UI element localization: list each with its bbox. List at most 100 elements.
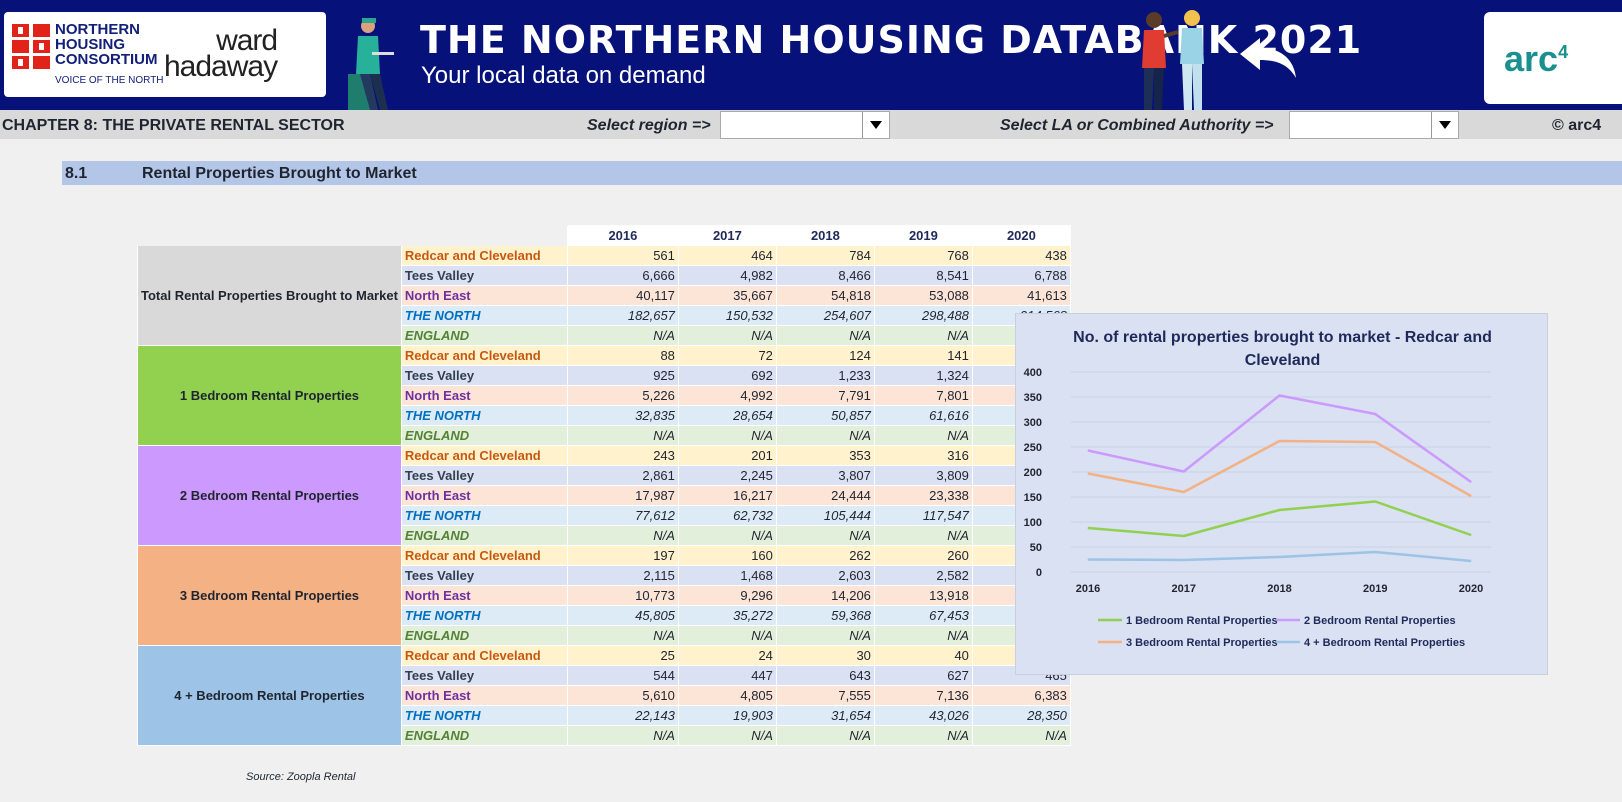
value-cell: 3,809 <box>873 465 973 486</box>
value-cell: N/A <box>873 525 973 546</box>
value-cell: N/A <box>677 625 777 646</box>
line-chart: No. of rental properties brought to mark… <box>1015 313 1548 675</box>
value-cell: N/A <box>566 725 679 746</box>
value-cell: 2,245 <box>677 465 777 486</box>
chevron-down-icon <box>870 121 882 129</box>
value-cell: 5,226 <box>566 385 679 406</box>
value-cell: 22,143 <box>566 705 679 726</box>
data-point <box>1374 413 1376 415</box>
data-point <box>1470 534 1472 536</box>
y-tick-label: 400 <box>1024 367 1042 379</box>
banner-subtitle: Your local data on demand <box>421 62 706 89</box>
section-title: Rental Properties Brought to Market <box>142 165 417 182</box>
source-note: Source: Zoopla Rental <box>246 771 356 783</box>
copyright: © arc4 <box>1552 117 1602 134</box>
table-row: 1 Bedroom Rental Properties Redcar and Cl… <box>137 345 1071 446</box>
group-label: 1 Bedroom Rental Properties <box>137 345 402 446</box>
chevron-down-icon <box>1439 121 1451 129</box>
value-cell: 40,117 <box>566 285 679 306</box>
nhc-logo-text: NORTHERN HOUSING CONSORTIUM <box>55 21 158 68</box>
area-label: THE NORTH <box>400 405 568 426</box>
series-line <box>1087 500 1472 538</box>
y-tick-label: 150 <box>1024 492 1042 504</box>
series-line <box>1087 394 1472 484</box>
value-cell: 784 <box>775 245 875 266</box>
table-row: THE NORTH 22,143 19,903 31,654 43,026 28,350 <box>138 705 1071 726</box>
la-dropdown-button[interactable] <box>1431 112 1458 138</box>
value-cell: N/A <box>566 625 679 646</box>
table-row: North East 40,117 35,667 54,818 53,088 41,613 <box>138 285 1071 306</box>
value-cell: 3,807 <box>775 465 875 486</box>
curved-back-arrow-icon[interactable] <box>1236 34 1298 80</box>
nhc-logo-icon <box>12 24 50 69</box>
group-label: 3 Bedroom Rental Properties <box>137 545 402 646</box>
data-point <box>1374 441 1376 443</box>
value-cell: 4,982 <box>677 265 777 286</box>
area-label: ENGLAND <box>400 525 568 546</box>
value-cell: 6,666 <box>566 265 679 286</box>
value-cell: 59,368 <box>775 605 875 626</box>
value-cell: 43,026 <box>873 705 973 726</box>
data-point <box>1374 501 1376 502</box>
nhc-tagline: VOICE OF THE NORTH <box>55 75 164 86</box>
data-point <box>1470 495 1472 497</box>
region-select[interactable] <box>720 111 890 139</box>
value-cell: N/A <box>566 425 679 446</box>
value-cell: 262 <box>775 545 875 566</box>
data-point <box>1087 559 1089 560</box>
data-point <box>1183 491 1185 493</box>
data-point <box>1279 395 1280 396</box>
value-cell: 54,818 <box>775 285 875 306</box>
value-cell: 10,773 <box>566 585 679 606</box>
x-tick-label: 2020 <box>1459 583 1483 595</box>
data-point <box>1279 556 1280 558</box>
section-number: 8.1 <box>65 165 88 182</box>
area-label: Redcar and Cleveland <box>400 345 568 366</box>
series-line <box>1087 439 1472 498</box>
banner: NORTHERN HOUSING CONSORTIUM VOICE OF THE… <box>0 0 1622 110</box>
value-cell: N/A <box>677 325 777 346</box>
data-point <box>1087 450 1089 451</box>
value-cell: 2,603 <box>775 565 875 586</box>
value-cell: 1,468 <box>677 565 777 586</box>
data-point <box>1087 527 1089 529</box>
area-label: ENGLAND <box>400 625 568 646</box>
value-cell: 182,657 <box>566 305 679 326</box>
value-cell: 41,613 <box>971 285 1071 306</box>
banner-title: THE NORTHERN HOUSING DATABANK 2021 <box>420 18 1363 62</box>
chapter-title: CHAPTER 8: THE PRIVATE RENTAL SECTOR <box>2 117 345 134</box>
data-point <box>1183 559 1185 561</box>
area-label: THE NORTH <box>400 705 568 726</box>
value-cell: 2,115 <box>566 565 679 586</box>
table-row: 4 + Bedroom Rental Properties Redcar and … <box>137 645 1071 746</box>
value-cell: 464 <box>677 245 777 266</box>
table-row: THE NORTH77,61262,732105,444117,54785,91… <box>138 505 1071 526</box>
value-cell: 1,324 <box>873 365 973 386</box>
year-header: 2019 <box>873 225 973 246</box>
area-label: THE NORTH <box>400 605 568 626</box>
value-cell: N/A <box>677 525 777 546</box>
area-label: Tees Valley <box>400 665 568 686</box>
value-cell: 35,272 <box>677 605 777 626</box>
section-header <box>62 161 1622 185</box>
value-cell: 544 <box>566 665 679 686</box>
value-cell: 16,217 <box>677 485 777 506</box>
value-cell: 2,582 <box>873 565 973 586</box>
table-row: Total Rental Properties Brought to Marke… <box>137 245 1071 346</box>
data-point <box>1183 535 1185 537</box>
value-cell: 243 <box>566 445 679 466</box>
value-cell: N/A <box>677 725 777 746</box>
value-cell: N/A <box>775 625 875 646</box>
la-select[interactable] <box>1289 111 1459 139</box>
value-cell: 5,610 <box>566 685 679 706</box>
value-cell: 31,654 <box>775 705 875 726</box>
arc4-logo: arc4 <box>1484 12 1622 104</box>
value-cell: 438 <box>971 245 1071 266</box>
chart-title: No. of rental properties brought to mark… <box>1073 329 1492 369</box>
region-dropdown-button[interactable] <box>862 112 889 138</box>
value-cell: 88 <box>566 345 679 366</box>
x-tick-label: 2018 <box>1267 583 1291 595</box>
x-tick-label: 2019 <box>1363 583 1387 595</box>
